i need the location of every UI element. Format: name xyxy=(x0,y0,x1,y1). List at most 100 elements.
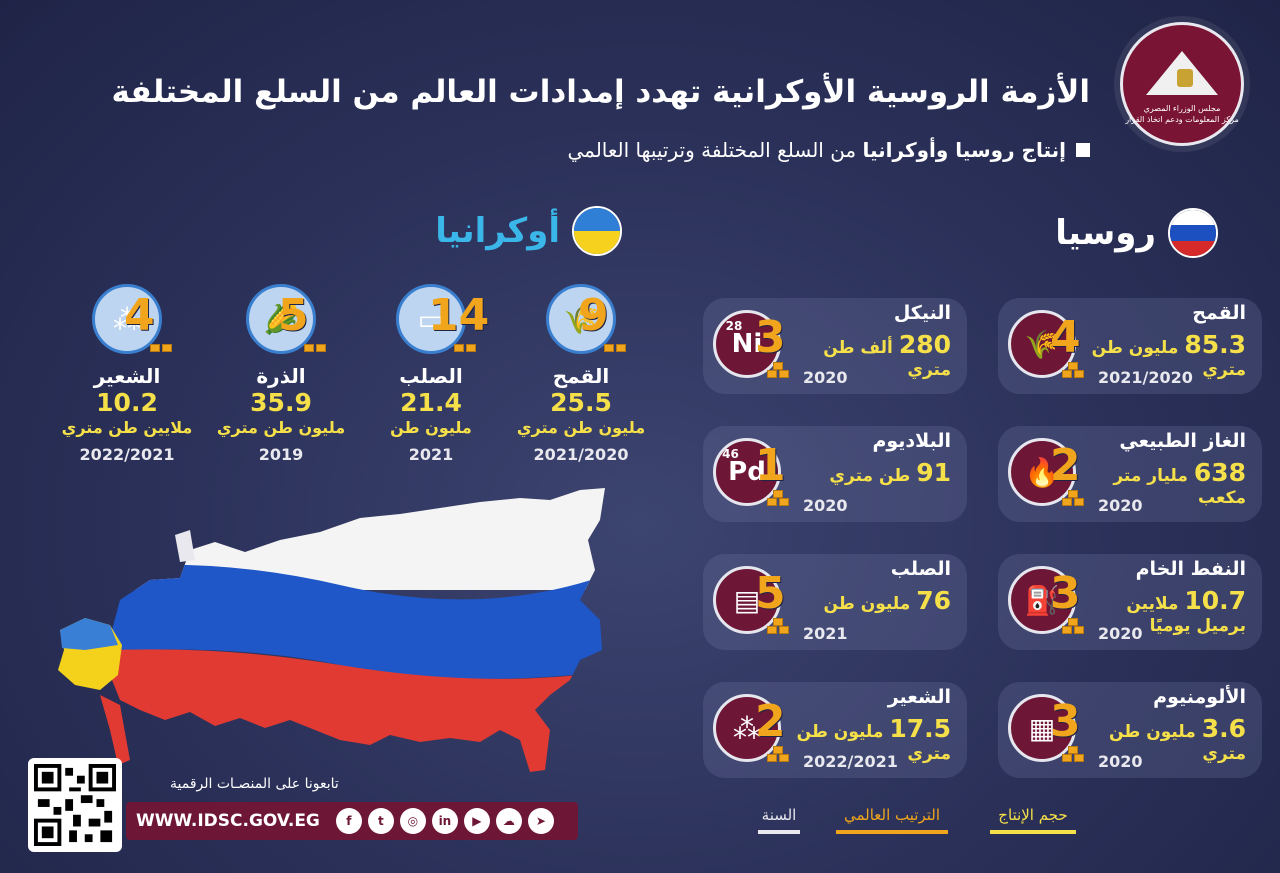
russia-card: النيكل 280 ألف طن متري 2020 28 Ni 3 xyxy=(703,298,967,394)
gold-bar-icon xyxy=(1062,626,1072,634)
value-unit: مليون طن xyxy=(796,722,884,742)
page-subtitle: إنتاج روسيا وأوكرانيا من السلع المختلفة … xyxy=(567,138,1090,162)
follow-us-text: تابعونا على المنصـات الرقمية xyxy=(170,776,339,792)
twitter-icon[interactable]: t xyxy=(367,808,394,834)
value-unit: مليار متر xyxy=(1113,466,1188,486)
legend-production-label: حجم الإنتاج xyxy=(998,806,1068,824)
world-rank: 5 xyxy=(278,290,309,341)
gold-bar-icon xyxy=(1068,618,1078,626)
steel-icon: ▤ xyxy=(713,566,781,634)
commodity-year: 2021/2020 xyxy=(533,445,629,464)
element-symbol: 28 Ni xyxy=(725,319,763,359)
gold-bar-icon xyxy=(1074,754,1084,762)
world-rank: 14 xyxy=(428,290,490,341)
legend-year-label: السنة xyxy=(761,806,797,824)
commodity-value: 91 طن متري xyxy=(829,458,951,487)
youtube-icon[interactable]: ▶ xyxy=(463,808,490,834)
commodity-value: 85.3 مليون طن xyxy=(1092,330,1246,359)
commodity-year: 2021 xyxy=(408,445,454,464)
commodity-value: 25.5 xyxy=(550,388,612,417)
gold-bar-icon xyxy=(779,754,789,762)
gold-bar-icon xyxy=(466,344,476,352)
gold-bar-icon xyxy=(779,498,789,506)
website-url[interactable]: WWW.IDSC.GOV.EG xyxy=(136,811,320,831)
value-unit: ألف طن xyxy=(823,338,893,358)
ukraine-item: ⁂ 4 الشعير 10.2 ملايين طن متري 2022/2021 xyxy=(52,284,202,464)
legend-year: السنة xyxy=(758,806,800,834)
value-number: 85.3 xyxy=(1184,330,1246,359)
commodity-year: 2021/2020 xyxy=(1098,368,1193,387)
qr-code[interactable] xyxy=(28,758,122,852)
commodity-year: 2019 xyxy=(258,445,304,464)
value-unit-2: مكعب xyxy=(1197,488,1246,508)
commodity-value: 3.6 مليون طن xyxy=(1109,714,1246,743)
commodity-year: 2020 xyxy=(803,496,848,515)
commodity-value: 76 مليون طن xyxy=(823,586,951,615)
gold-bar-icon xyxy=(454,344,464,352)
commodity-name: الألومنيوم xyxy=(1153,686,1246,708)
logo-text-2: مركز المعلومات ودعم اتخاذ القرار xyxy=(1125,115,1239,124)
russia-card: الصلب 76 مليون طن 2021 ▤ 5 xyxy=(703,554,967,650)
value-unit-2: متري xyxy=(907,360,951,380)
barley-icon: ⁂ xyxy=(713,694,781,762)
value-unit: مليون طن xyxy=(823,594,911,614)
steel-beam-icon: ▭ xyxy=(396,284,466,354)
commodity-year: 2020 xyxy=(1098,496,1143,515)
gold-bar-icon xyxy=(773,618,783,626)
commodity-value: 10.2 xyxy=(96,388,158,417)
russia-heading: روسيا xyxy=(1055,208,1218,258)
element-symbol: 46 Pd xyxy=(722,447,766,487)
gold-bar-icon xyxy=(767,626,777,634)
russia-name: روسيا xyxy=(1055,213,1156,253)
commodity-value: 17.5 مليون طن xyxy=(797,714,951,743)
instagram-icon[interactable]: ◎ xyxy=(399,808,426,834)
telegram-icon[interactable]: ➤ xyxy=(527,808,554,834)
gold-bar-icon xyxy=(304,344,314,352)
commodity-year: 2020 xyxy=(1098,624,1143,643)
gold-bar-icon xyxy=(1074,498,1084,506)
legend-production: حجم الإنتاج xyxy=(990,806,1076,834)
gold-bar-icon xyxy=(1068,490,1078,498)
value-number: 638 xyxy=(1193,458,1246,487)
eagle-icon xyxy=(1177,69,1193,87)
facebook-icon[interactable]: f xyxy=(335,808,362,834)
ukraine-name: أوكرانيا xyxy=(435,211,560,251)
commodity-name: البلاديوم xyxy=(872,430,951,452)
commodity-name: الذرة xyxy=(256,364,306,388)
value-unit: مليون طن xyxy=(1091,338,1179,358)
gold-bar-icon xyxy=(316,344,326,352)
gold-bar-icon xyxy=(616,344,626,352)
value-number: 17.5 xyxy=(889,714,951,743)
commodity-year: 2022/2021 xyxy=(803,752,898,771)
commodity-year: 2021 xyxy=(803,624,848,643)
value-number: 10.7 xyxy=(1184,586,1246,615)
commodity-name: الشعير xyxy=(93,364,161,388)
russia-card: البلاديوم 91 طن متري 2020 46 Pd 1 xyxy=(703,426,967,522)
gold-bar-icon xyxy=(767,754,777,762)
idsc-logo: مجلس الوزراء المصري مركز المعلومات ودعم … xyxy=(1120,22,1244,146)
commodity-name: القمح xyxy=(1192,302,1246,324)
gold-bar-icon xyxy=(773,362,783,370)
qr-code-icon xyxy=(34,764,116,846)
world-rank: 4 xyxy=(124,290,155,341)
value-unit: طن متري xyxy=(829,466,911,486)
world-rank: 3 xyxy=(1050,696,1081,747)
subtitle-bold: إنتاج روسيا وأوكرانيا xyxy=(862,138,1067,162)
russia-card: القمح 85.3 مليون طن متري 2021/2020 🌾 4 xyxy=(998,298,1262,394)
gold-bar-icon xyxy=(1068,362,1078,370)
russia-card: الشعير 17.5 مليون طن متري 2022/2021 ⁂ 2 xyxy=(703,682,967,778)
value-number: 76 xyxy=(916,586,951,615)
gold-bar-icon xyxy=(1062,498,1072,506)
aluminum-can-icon: ▦ xyxy=(1008,694,1076,762)
commodity-value: 35.9 xyxy=(250,388,312,417)
russia-card: النفط الخام 10.7 ملايين برميل يوميًا 2020 ⛽ 3 xyxy=(998,554,1262,650)
commodity-value: 21.4 xyxy=(400,388,462,417)
value-number: 280 xyxy=(898,330,951,359)
commodity-name: القمح xyxy=(552,364,610,388)
gold-bar-icon xyxy=(779,626,789,634)
commodity-name: النيكل xyxy=(893,302,951,324)
linkedin-icon[interactable]: in xyxy=(431,808,458,834)
gold-bar-icon xyxy=(1062,370,1072,378)
logo-text-1: مجلس الوزراء المصري xyxy=(1143,104,1221,113)
soundcloud-icon[interactable]: ☁ xyxy=(495,808,522,834)
